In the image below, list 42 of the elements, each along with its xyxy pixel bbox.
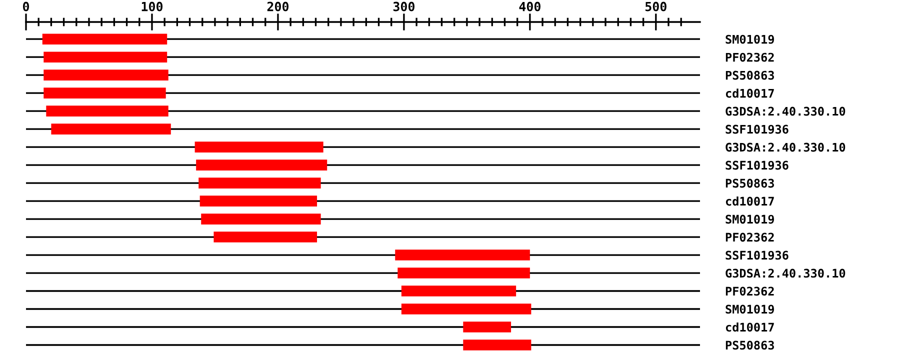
bar	[200, 196, 318, 206]
bar	[401, 304, 532, 314]
bar	[44, 88, 166, 98]
y-tick-label: PS50863	[726, 178, 774, 188]
y-tick-label: SSF101936	[726, 124, 788, 134]
x-tick-label: 200	[267, 2, 288, 12]
x-tick-label: 300	[393, 2, 414, 12]
y-tick-label: G3DSA:2.40.330.10	[726, 142, 846, 152]
y-tick-label: PS50863	[726, 70, 774, 80]
y-tick-label: SM01019	[726, 304, 774, 314]
y-tick-label: PF02362	[726, 286, 774, 296]
y-tick-label: SSF101936	[726, 250, 788, 260]
bar	[214, 232, 318, 242]
y-tick-label: cd10017	[726, 322, 774, 332]
y-tick-label: PS50863	[726, 340, 774, 350]
y-tick-label: PF02362	[726, 52, 774, 62]
bar	[46, 106, 168, 116]
y-tick-label: G3DSA:2.40.330.10	[726, 106, 846, 116]
bar	[194, 142, 324, 152]
bar	[44, 52, 168, 62]
bar	[463, 322, 512, 332]
y-tick-label: G3DSA:2.40.330.10	[726, 268, 846, 278]
y-tick-label: SSF101936	[726, 160, 788, 170]
bar	[198, 178, 321, 188]
bar	[398, 268, 530, 278]
bar	[401, 286, 516, 296]
y-tick-label: cd10017	[726, 196, 774, 206]
y-tick-label: cd10017	[726, 88, 774, 98]
bar	[44, 70, 168, 80]
bar	[51, 124, 171, 134]
y-tick-label: SM01019	[726, 214, 774, 224]
y-tick-label: SM01019	[726, 34, 774, 44]
x-tick-label: 0	[22, 2, 30, 12]
x-tick-label: 100	[142, 2, 163, 12]
y-tick-label: PF02362	[726, 232, 774, 242]
bar	[201, 214, 321, 224]
bar	[463, 340, 532, 350]
x-tick-label: 400	[519, 2, 540, 12]
bar	[395, 250, 530, 260]
x-tick-label: 500	[645, 2, 666, 12]
bar	[42, 34, 168, 44]
bar	[196, 160, 328, 170]
